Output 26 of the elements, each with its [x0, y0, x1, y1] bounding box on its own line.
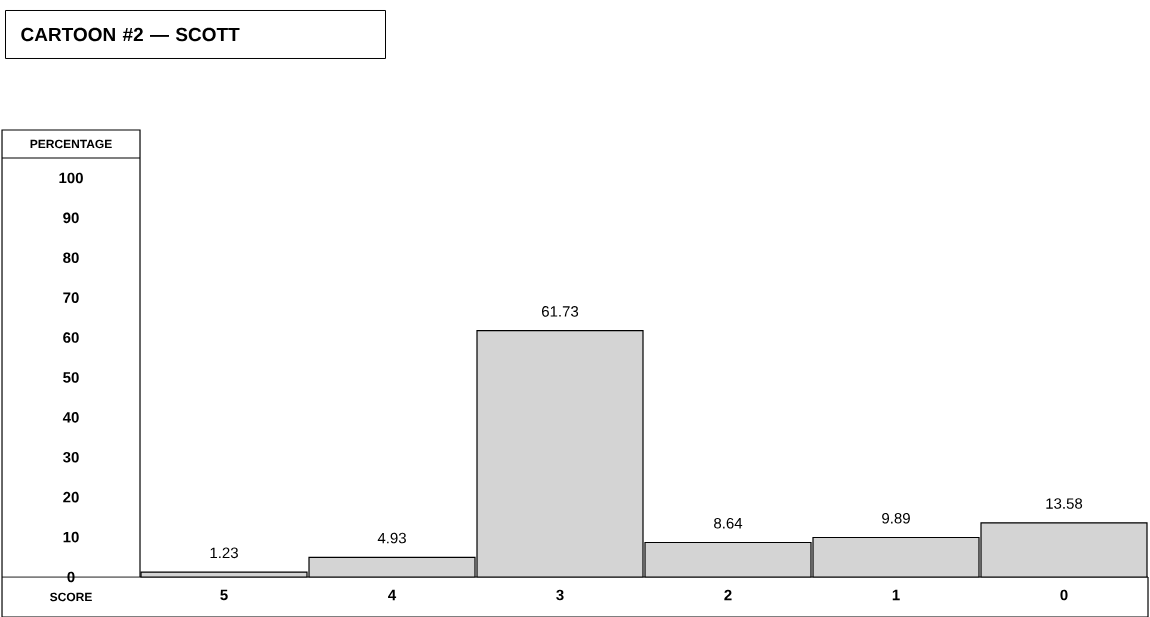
x-tick-label: 1: [892, 589, 900, 601]
data-label: 61.73: [542, 306, 579, 317]
y-tick-label: 70: [63, 292, 79, 303]
x-tick-label: 2: [724, 589, 732, 601]
data-label: 4.93: [377, 532, 406, 544]
chart-title: CARTOON #2 — SCOTT: [21, 27, 240, 42]
y-tick-label: 20: [63, 491, 79, 503]
y-tick-label: 10: [63, 531, 79, 543]
x-axis-title: SCORE: [50, 592, 92, 602]
data-label: 1.23: [210, 547, 238, 559]
data-label: 9.89: [882, 512, 910, 524]
y-tick-label: 90: [63, 212, 79, 224]
x-tick-label: 0: [1060, 589, 1068, 601]
y-tick-label: 30: [63, 451, 79, 463]
y-tick-label: 40: [62, 412, 79, 423]
y-tick-label: 80: [63, 252, 79, 264]
x-tick-label: 3: [556, 589, 564, 601]
y-axis-title: PERCENTAGE: [30, 139, 112, 149]
y-tick-label: 100: [59, 172, 83, 184]
x-tick-label: 4: [388, 589, 397, 601]
y-tick-label: 0: [67, 571, 75, 583]
data-label: 8.64: [714, 517, 743, 529]
y-tick-label: 60: [63, 332, 79, 343]
data-label: 13.58: [1046, 498, 1083, 509]
y-tick-label: 50: [63, 372, 79, 383]
x-tick-label: 5: [220, 589, 228, 601]
